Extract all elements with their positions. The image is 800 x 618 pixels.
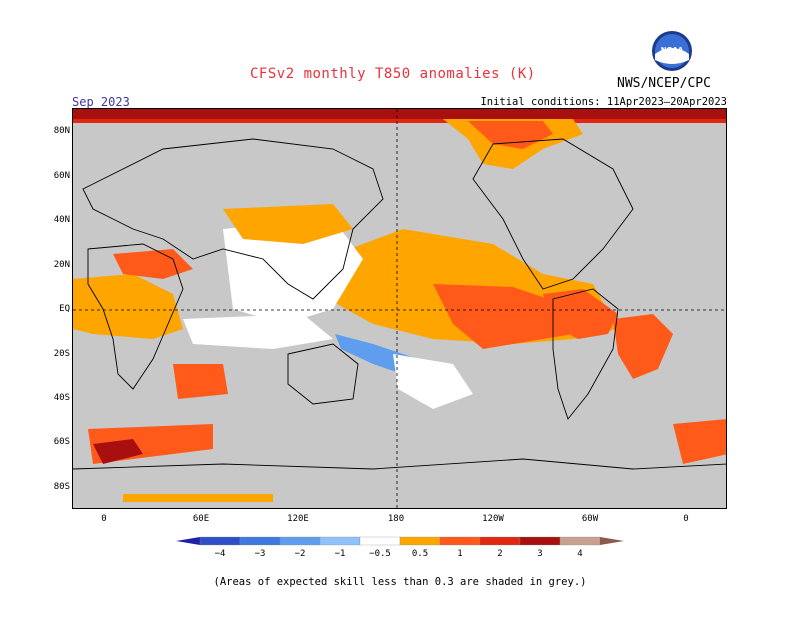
atlantic-anomaly xyxy=(73,274,183,339)
arctic-band-2 xyxy=(73,119,726,123)
colorbar-swatch xyxy=(279,536,321,546)
lon-label: 0 xyxy=(683,514,689,524)
colorbar-swatch xyxy=(439,536,481,546)
colorbar-label: 3 xyxy=(537,549,542,559)
colorbar-swatch xyxy=(319,536,361,546)
colorbar-arrow-low xyxy=(176,537,200,545)
pacific-anomaly-red xyxy=(433,284,573,349)
colorbar-swatch xyxy=(359,536,401,546)
colorbar-label: 1 xyxy=(457,549,462,559)
colorbar-label: 4 xyxy=(577,549,582,559)
colorbar-arrow-high xyxy=(600,537,624,545)
lat-label: 60N xyxy=(53,171,70,181)
lon-label: 180 xyxy=(387,514,405,524)
colorbar-swatch xyxy=(479,536,521,546)
colorbar-swatch xyxy=(239,536,281,546)
australia-coast xyxy=(287,343,359,405)
agency-label: NWS/NCEP/CPC xyxy=(617,76,711,91)
south-indian-red xyxy=(173,364,228,399)
colorbar-label: −4 xyxy=(215,549,226,559)
colorbar-label: −0.5 xyxy=(369,549,391,559)
arctic-band xyxy=(73,109,726,121)
lat-label: EQ xyxy=(59,304,70,314)
colorbar-label: −3 xyxy=(255,549,266,559)
south-atlantic-anomaly xyxy=(613,314,673,379)
africa-anomaly xyxy=(113,249,193,279)
coastlines xyxy=(73,138,726,470)
skill-footnote: (Areas of expected skill less than 0.3 a… xyxy=(213,576,587,588)
colorbar-swatch xyxy=(399,536,441,546)
southern-atlantic-warm xyxy=(673,419,726,464)
asia-neutral xyxy=(223,219,363,324)
lon-label: 60E xyxy=(192,514,210,524)
lat-label: 80S xyxy=(53,482,70,492)
antarctic-warm xyxy=(123,494,273,502)
colorbar-label: −1 xyxy=(335,549,346,559)
colorbar-label: 0.5 xyxy=(412,549,428,559)
colorbar-label: 2 xyxy=(497,549,502,559)
lon-label: 60W xyxy=(581,514,599,524)
colorbar-swatch xyxy=(559,536,601,546)
greenland-anomaly-2 xyxy=(468,121,553,149)
lon-label: 120E xyxy=(287,514,309,524)
colorbar-swatch xyxy=(519,536,561,546)
eurasia-coast xyxy=(82,138,384,300)
forecast-month: Sep 2023 xyxy=(72,95,130,109)
lat-label: 40N xyxy=(53,215,70,225)
lat-label: 20N xyxy=(53,260,70,270)
map-canvas xyxy=(73,109,726,508)
south-pacific-neutral xyxy=(393,354,473,409)
colorbar-label: −2 xyxy=(295,549,306,559)
anomaly-map xyxy=(72,108,727,509)
lat-label: 20S xyxy=(53,349,70,359)
colorbar-swatch xyxy=(199,536,241,546)
south-america-anomaly xyxy=(543,289,618,339)
lat-label: 60S xyxy=(53,437,70,447)
asia-warm xyxy=(223,204,353,244)
lat-label: 40S xyxy=(53,393,70,403)
southern-indian-dark xyxy=(93,439,143,464)
lon-label: 120W xyxy=(482,514,504,524)
lon-label: 0 xyxy=(101,514,107,524)
noaa-logo: NOAA xyxy=(652,31,692,71)
logo-text: NOAA xyxy=(661,46,684,54)
antarctica-coast xyxy=(73,458,726,470)
africa-coast xyxy=(87,243,184,390)
south-america-coast xyxy=(552,288,619,420)
indian-neutral xyxy=(183,314,333,349)
north-america-coast xyxy=(472,138,634,290)
lat-label: 80N xyxy=(53,126,70,136)
chart-title: CFSv2 monthly T850 anomalies (K) xyxy=(250,66,536,82)
initial-conditions: Initial conditions: 11Apr2023–20Apr2023 xyxy=(480,96,727,108)
colorbar: −4 −3 −2 −1 −0.5 0.5 1 2 3 4 xyxy=(176,536,624,559)
